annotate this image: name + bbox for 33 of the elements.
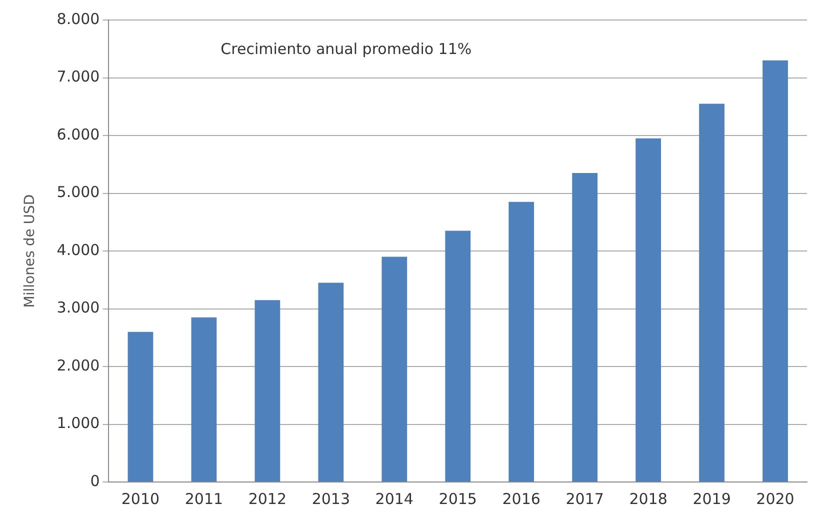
bar: [762, 60, 788, 482]
bar: [572, 173, 598, 482]
annotation: Crecimiento anual promedio 11%: [220, 40, 472, 58]
x-tick-label: 2010: [121, 490, 160, 508]
bar: [191, 317, 217, 482]
x-tick-label: 2013: [312, 490, 350, 508]
x-tick-label: 2012: [248, 490, 287, 508]
x-tick-label: 2019: [692, 490, 731, 508]
x-tick-label: 2018: [629, 490, 668, 508]
y-tick-label: 5.000: [56, 183, 100, 202]
bar: [445, 230, 471, 482]
y-tick-label: 3.000: [56, 298, 100, 317]
bar: [382, 256, 408, 482]
x-tick-label: 2017: [566, 490, 604, 508]
bar: [636, 138, 661, 482]
y-tick-label: 4.000: [56, 240, 100, 259]
bar: [128, 332, 154, 482]
x-tick-label: 2016: [502, 490, 540, 508]
y-axis-title: Millones de USD: [22, 194, 38, 308]
x-tick-label: 2020: [756, 490, 794, 508]
y-tick-label: 1.000: [56, 414, 100, 432]
x-tick-label: 2014: [375, 490, 414, 508]
bar: [508, 202, 534, 482]
y-tick-label: 7.000: [56, 68, 100, 86]
bar: [699, 104, 724, 482]
y-tick-label: 2.000: [56, 356, 100, 374]
x-tick-label: 2015: [438, 490, 477, 508]
y-tick-label: 8.000: [56, 10, 100, 28]
y-tick-label: 6.000: [56, 125, 100, 144]
x-tick-label: 2011: [184, 490, 224, 508]
y-tick-label: 0: [90, 472, 100, 490]
bar: [318, 282, 344, 482]
bar: [254, 300, 280, 482]
